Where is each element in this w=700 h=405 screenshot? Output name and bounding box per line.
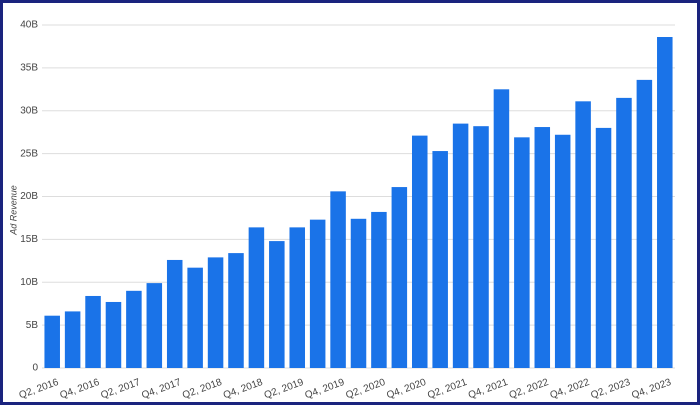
y-tick-label: 10B (20, 277, 38, 288)
bar (411, 135, 428, 368)
bar (330, 191, 346, 368)
bar (575, 101, 591, 368)
bar (64, 311, 81, 368)
y-tick-label: 15B (20, 234, 38, 245)
bar (636, 79, 653, 368)
y-tick-label: 25B (20, 148, 38, 159)
bar (105, 301, 122, 368)
bar (432, 151, 448, 368)
bar (452, 123, 469, 368)
bar (657, 37, 673, 368)
bar (146, 283, 163, 368)
bar (554, 134, 571, 368)
bar (309, 219, 326, 368)
y-tick-label: 30B (20, 105, 38, 116)
bar (514, 137, 530, 368)
bar (371, 211, 387, 368)
bar (248, 227, 265, 368)
bar (166, 259, 183, 368)
bar (493, 89, 510, 368)
bar (595, 127, 612, 369)
bar (616, 97, 632, 368)
y-tick-label: 20B (20, 191, 38, 202)
y-tick-label: 0 (32, 363, 38, 374)
y-tick-label: 40B (20, 20, 38, 31)
bar (289, 227, 306, 368)
bar (391, 187, 408, 368)
bar (534, 127, 551, 368)
bar (85, 295, 101, 368)
bar (207, 257, 224, 368)
bar (44, 315, 60, 368)
bar (228, 253, 244, 368)
y-axis-label: Ad Revenue (8, 185, 18, 236)
bar (350, 218, 367, 368)
bar (269, 241, 285, 368)
bar (126, 290, 142, 368)
bar (473, 126, 489, 368)
y-tick-label: 5B (26, 320, 39, 331)
bar (187, 267, 203, 368)
y-tick-label: 35B (20, 63, 38, 74)
